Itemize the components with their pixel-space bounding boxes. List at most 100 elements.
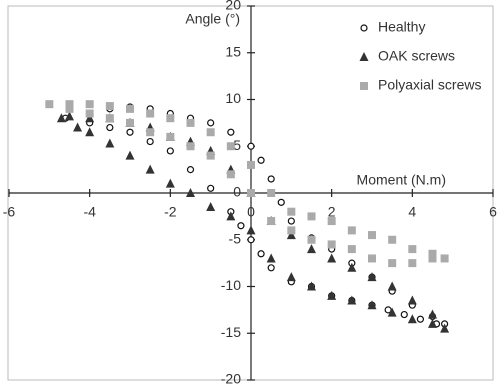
y-axis-label: Angle (°) xyxy=(185,11,240,27)
data-point xyxy=(105,138,115,148)
data-point xyxy=(347,295,357,305)
y-tick-label: -5 xyxy=(229,230,242,246)
data-point xyxy=(126,128,134,136)
data-point xyxy=(307,235,316,244)
data-point xyxy=(327,217,336,226)
data-point xyxy=(267,217,276,226)
data-point xyxy=(387,307,397,317)
data-point xyxy=(237,222,245,230)
data-point xyxy=(400,310,408,319)
data-point xyxy=(388,259,397,268)
data-point xyxy=(207,119,215,127)
data-point xyxy=(257,156,265,164)
data-point xyxy=(267,264,275,272)
data-point xyxy=(286,272,296,282)
data-point xyxy=(407,314,417,324)
data-point xyxy=(247,142,255,150)
y-tick-label: -20 xyxy=(221,371,241,386)
data-point xyxy=(85,113,95,123)
data-point xyxy=(227,128,235,136)
y-tick-label: 15 xyxy=(225,43,241,59)
data-point xyxy=(146,128,155,137)
data-point xyxy=(367,272,377,282)
data-point xyxy=(186,118,195,127)
data-point xyxy=(266,253,276,263)
data-point xyxy=(166,114,175,123)
data-point xyxy=(105,102,114,111)
data-point xyxy=(247,160,255,169)
data-point xyxy=(56,113,66,123)
y-tick-label: 5 xyxy=(233,137,241,153)
data-point xyxy=(416,315,424,323)
y-tick-label: 20 xyxy=(225,0,241,13)
data-point xyxy=(368,231,376,240)
data-point xyxy=(206,128,215,137)
data-point xyxy=(277,198,285,206)
data-point xyxy=(126,104,134,113)
data-point xyxy=(146,109,155,118)
data-point xyxy=(440,323,450,333)
data-point xyxy=(287,226,296,235)
data-point xyxy=(65,100,74,109)
x-tick-label: -4 xyxy=(83,204,96,220)
x-tick-label: 6 xyxy=(489,204,497,220)
data-point xyxy=(287,217,295,225)
data-point xyxy=(347,226,356,235)
data-point xyxy=(105,114,114,123)
data-point xyxy=(286,230,296,240)
x-tick-label: 2 xyxy=(328,204,336,220)
data-point xyxy=(347,245,356,254)
data-point xyxy=(387,281,397,291)
x-axis-label: Moment (N.m) xyxy=(357,172,446,188)
data-point xyxy=(166,132,175,141)
x-tick-label: -2 xyxy=(164,204,177,220)
data-point xyxy=(428,309,437,319)
data-point xyxy=(388,235,397,244)
y-tick-label: -15 xyxy=(221,324,241,340)
data-point xyxy=(327,290,337,300)
data-point xyxy=(257,250,265,258)
data-point xyxy=(247,236,255,244)
data-point xyxy=(85,100,94,109)
y-tick-label: 10 xyxy=(225,90,241,106)
legend-marker xyxy=(360,82,368,90)
data-point xyxy=(165,178,175,188)
data-point xyxy=(207,184,215,192)
data-point xyxy=(85,127,95,137)
data-point xyxy=(226,211,236,221)
data-point xyxy=(106,123,114,132)
data-point xyxy=(206,151,215,160)
data-point xyxy=(186,142,195,151)
data-point xyxy=(226,170,235,179)
data-point xyxy=(428,254,437,263)
data-point xyxy=(408,259,417,268)
data-point xyxy=(73,122,83,132)
x-tick-label: 4 xyxy=(408,204,416,220)
data-point xyxy=(408,245,417,254)
data-point xyxy=(368,254,376,263)
data-point xyxy=(65,104,74,113)
data-point xyxy=(440,254,449,263)
data-point xyxy=(307,244,316,254)
data-point xyxy=(327,240,336,249)
data-point xyxy=(125,150,135,160)
data-point xyxy=(407,295,417,305)
data-point xyxy=(367,300,377,310)
data-point xyxy=(65,111,74,121)
data-point xyxy=(126,118,134,127)
x-tick-label: -6 xyxy=(3,204,16,220)
data-point xyxy=(287,207,296,216)
data-point xyxy=(428,249,437,258)
legend-label: Healthy xyxy=(378,19,425,35)
data-point xyxy=(45,100,54,109)
data-point xyxy=(146,137,154,146)
data-point xyxy=(85,109,94,118)
data-point xyxy=(186,188,195,197)
legend-marker xyxy=(360,24,368,32)
data-point xyxy=(267,175,275,183)
y-tick-label: -10 xyxy=(221,277,241,293)
data-point xyxy=(267,189,276,197)
data-point xyxy=(247,189,255,197)
data-point xyxy=(327,253,337,263)
